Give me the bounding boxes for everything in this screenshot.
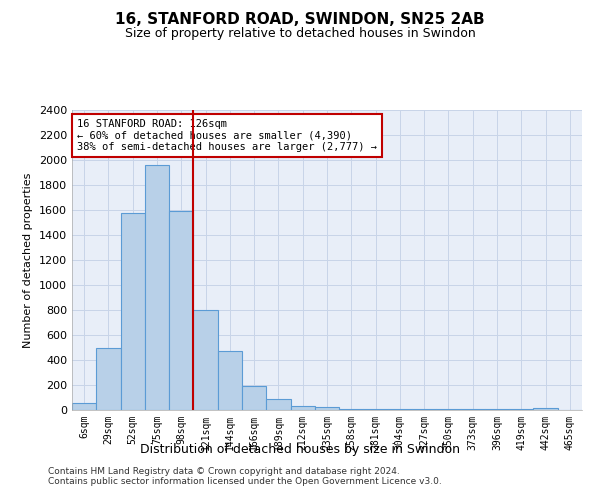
Text: 16 STANFORD ROAD: 126sqm
← 60% of detached houses are smaller (4,390)
38% of sem: 16 STANFORD ROAD: 126sqm ← 60% of detach… (77, 119, 377, 152)
Bar (290, 406, 315, 410)
Text: Size of property relative to detached houses in Swindon: Size of property relative to detached ho… (125, 28, 475, 40)
Text: Contains public sector information licensed under the Open Government Licence v3: Contains public sector information licen… (48, 477, 442, 486)
Bar (145, 165, 169, 410)
Bar (121, 212, 145, 410)
Bar (266, 399, 290, 410)
Text: 16, STANFORD ROAD, SWINDON, SN25 2AB: 16, STANFORD ROAD, SWINDON, SN25 2AB (115, 12, 485, 28)
Bar (242, 386, 266, 410)
Bar (169, 211, 193, 410)
Bar (315, 406, 339, 410)
Y-axis label: Number of detached properties: Number of detached properties (23, 172, 34, 348)
Text: Distribution of detached houses by size in Swindon: Distribution of detached houses by size … (140, 442, 460, 456)
Bar (193, 310, 218, 410)
Bar (72, 403, 96, 410)
Bar (533, 408, 558, 410)
Bar (96, 348, 121, 410)
Bar (218, 351, 242, 410)
Text: Contains HM Land Registry data © Crown copyright and database right 2024.: Contains HM Land Registry data © Crown c… (48, 467, 400, 476)
